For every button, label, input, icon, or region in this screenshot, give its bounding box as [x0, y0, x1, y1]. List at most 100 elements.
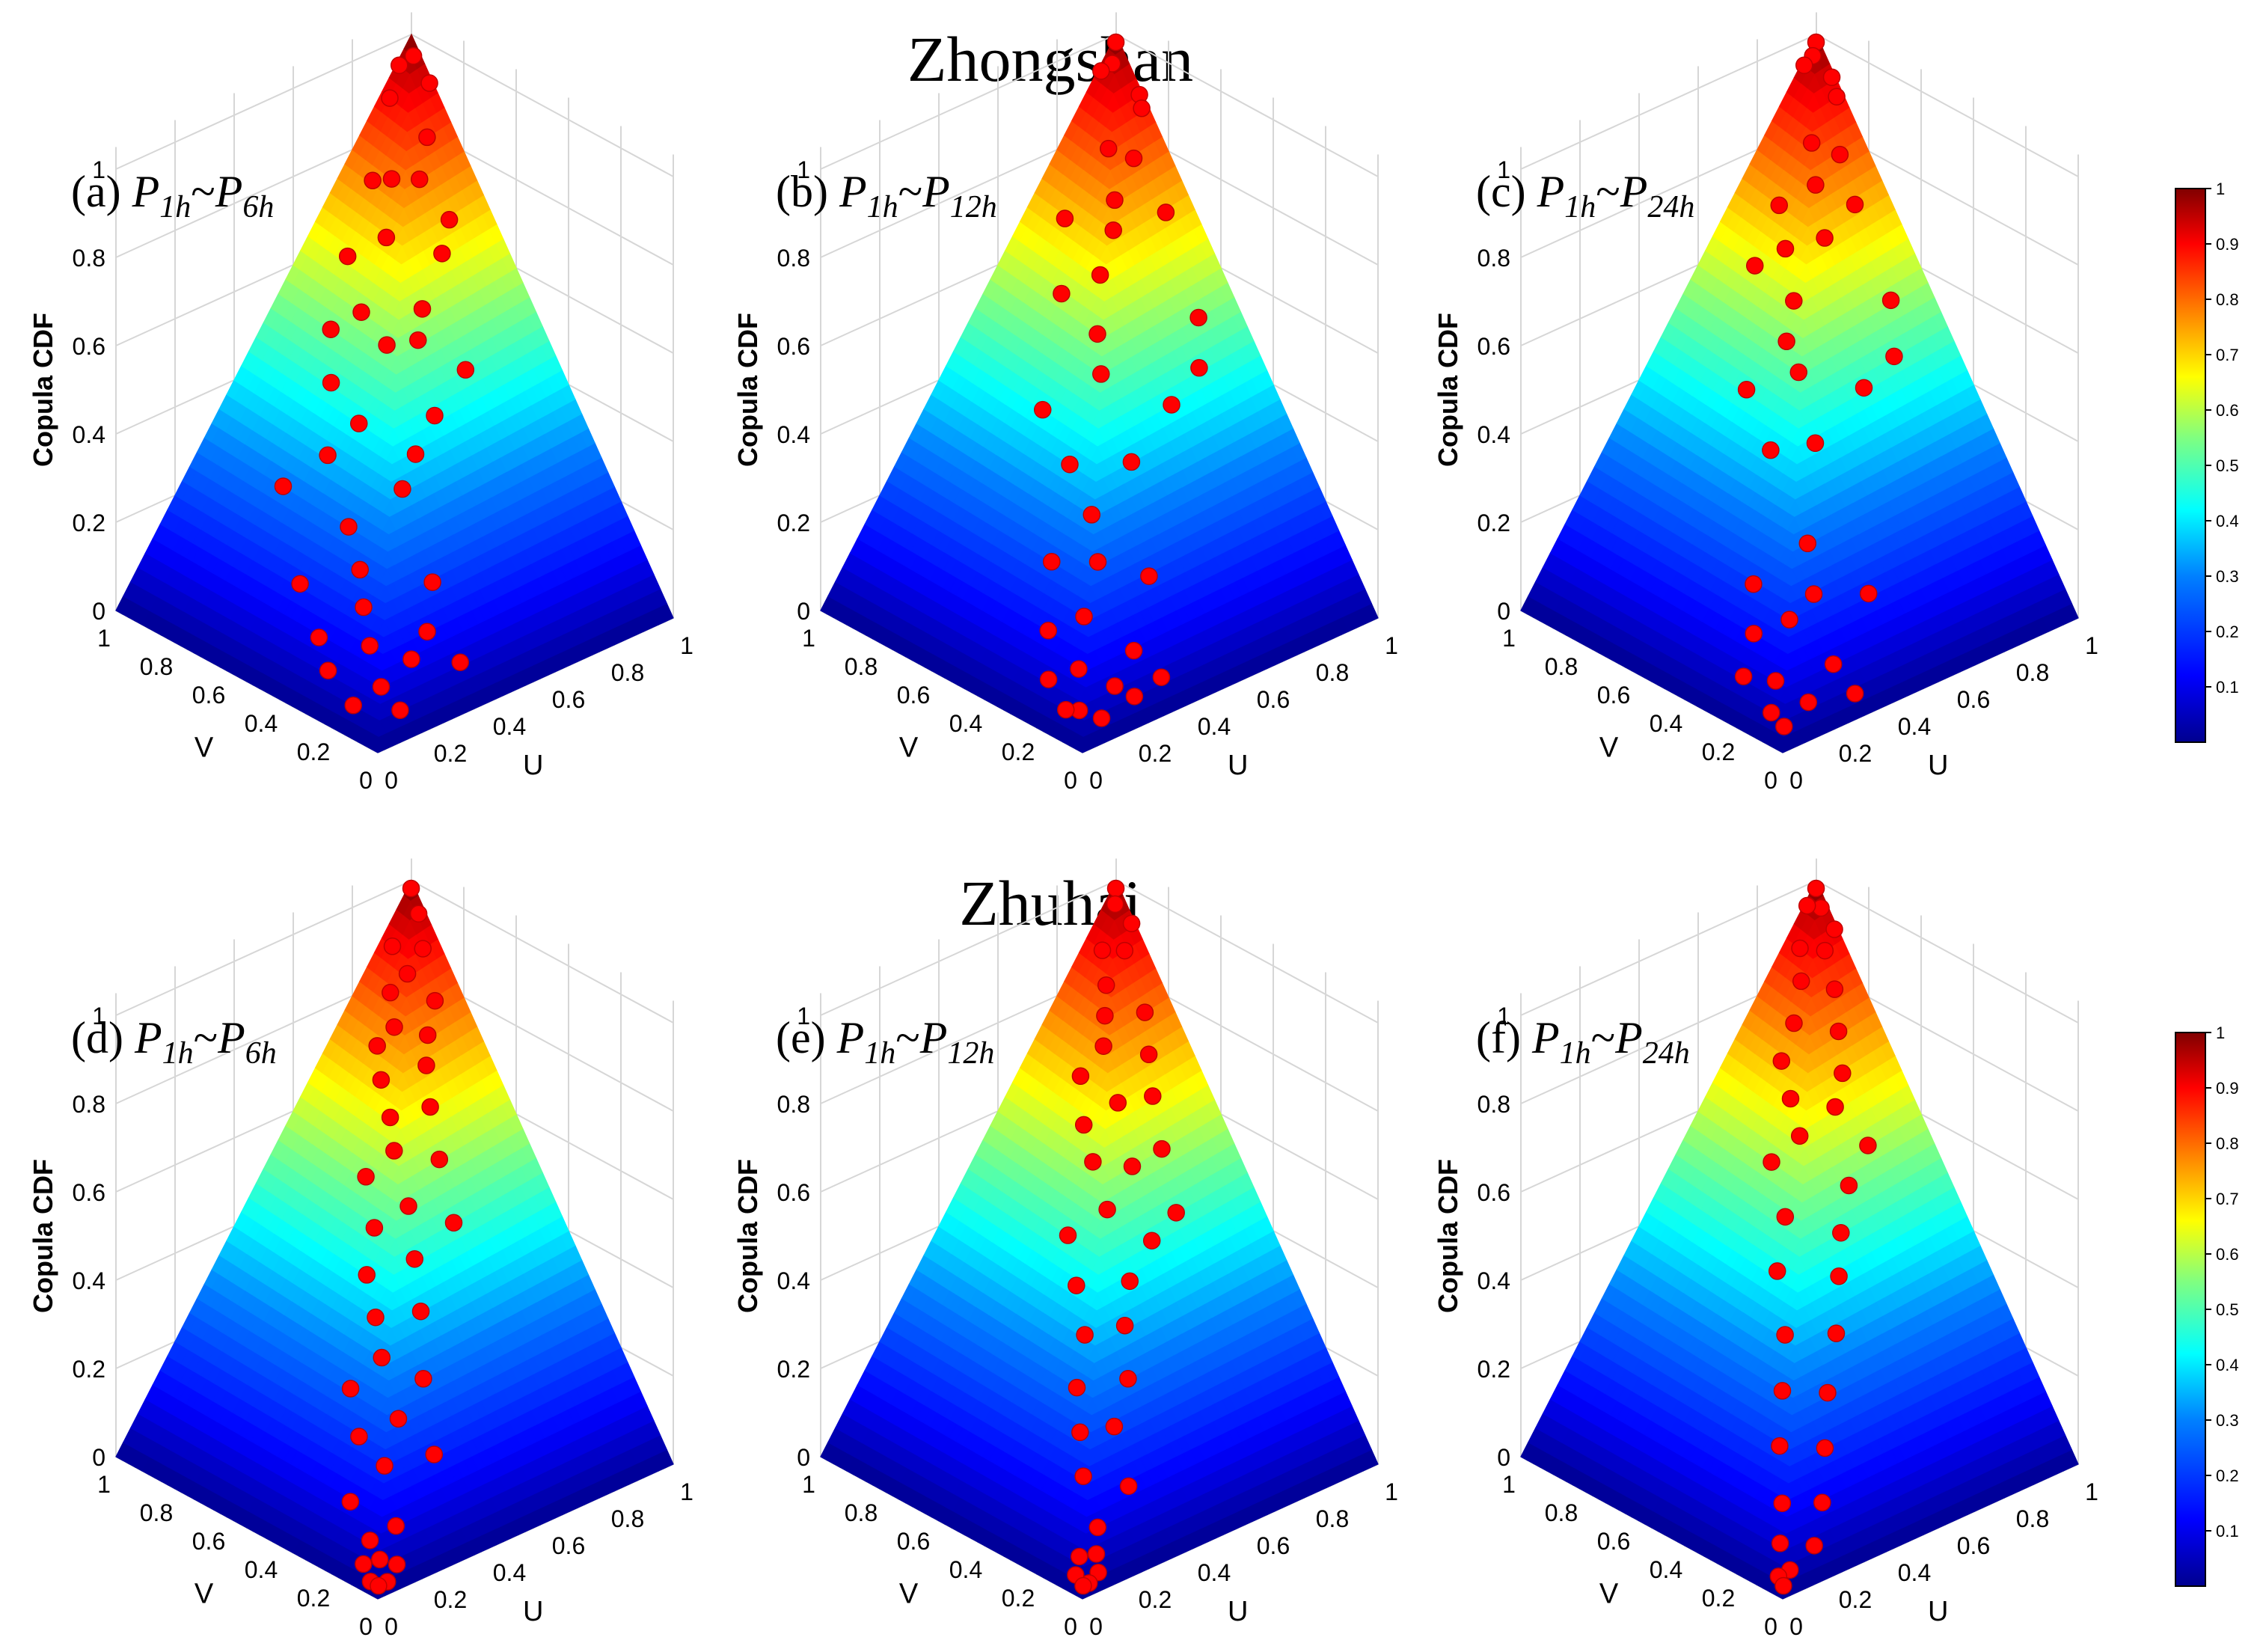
v-tick-label: 0.2 [297, 738, 330, 765]
data-point [1088, 553, 1107, 571]
data-point [1104, 221, 1122, 239]
z-axis-label: Copula CDF [732, 313, 763, 467]
data-point [1122, 453, 1141, 471]
data-point [411, 170, 429, 189]
u-tick-label: 0.8 [611, 659, 644, 686]
data-point [1092, 365, 1110, 383]
u-tick-label: 0.8 [1316, 659, 1349, 686]
z-tick-label: 0.6 [73, 333, 105, 360]
data-point [361, 637, 379, 655]
data-point [1039, 670, 1058, 688]
data-point [1070, 660, 1088, 678]
u-tick-label: 0.6 [552, 686, 585, 713]
data-point [322, 320, 340, 338]
v-tick-label: 0 [1064, 767, 1077, 794]
data-point [402, 650, 420, 668]
v-tick-label: 0.4 [949, 710, 982, 737]
data-point [1190, 358, 1208, 377]
data-point [351, 560, 369, 579]
data-point [382, 170, 401, 188]
data-point [426, 406, 444, 425]
data-point [1152, 668, 1171, 686]
data-point [1133, 100, 1151, 117]
z-tick-label: 0.2 [777, 510, 810, 536]
data-point [440, 210, 459, 229]
data-point [420, 74, 438, 92]
grid-line [115, 34, 412, 170]
data-point [1157, 204, 1175, 221]
data-point [274, 477, 293, 495]
data-point [1034, 400, 1052, 419]
z-tick-label: 0.6 [777, 333, 810, 360]
data-point [344, 697, 362, 715]
data-point [1106, 191, 1124, 209]
v-tick-label: 0.8 [140, 653, 173, 680]
data-point [394, 480, 411, 498]
data-point [418, 622, 436, 641]
z-tick-label: 0 [92, 598, 105, 625]
data-point [1053, 284, 1071, 303]
data-point [322, 373, 340, 392]
data-point [377, 228, 396, 247]
u-tick-label: 0.2 [1139, 740, 1172, 767]
data-point [310, 628, 328, 646]
copula-surface [820, 33, 1379, 753]
copula-surface [115, 33, 674, 753]
data-point [364, 171, 382, 190]
data-point [1075, 608, 1093, 625]
data-point [1082, 506, 1100, 524]
u-tick-label: 0.2 [434, 740, 467, 767]
panel-title: (b) P1h~P12h [776, 167, 997, 224]
data-point [1125, 688, 1144, 706]
u-axis-label: U [1228, 750, 1248, 781]
data-point [372, 678, 391, 696]
grid-line [411, 34, 674, 177]
data-point [1189, 308, 1207, 327]
data-point [409, 331, 427, 349]
data-point [404, 46, 423, 65]
data-point [319, 661, 337, 680]
u-tick-label: 0.4 [493, 713, 526, 740]
panels: 0 0.2 0.4 0.6 0.8 1 Copula CDF 0 0.2 0.4 0.6 0.8 1 U 0… [28, 12, 2098, 1640]
data-point [433, 245, 451, 263]
data-point [1124, 149, 1143, 168]
data-point [1056, 209, 1074, 227]
v-tick-label: 0.6 [192, 682, 225, 709]
data-point [423, 573, 441, 591]
data-point [413, 300, 432, 318]
data-point [1039, 622, 1057, 640]
data-point [406, 445, 425, 463]
u-axis-label: U [523, 750, 543, 781]
data-point [391, 56, 408, 74]
data-point [319, 446, 337, 465]
data-point [1088, 325, 1106, 343]
z-tick-label: 0.4 [777, 421, 810, 448]
v-tick-label: 0.6 [897, 682, 930, 709]
u-tick-label: 1 [680, 632, 693, 659]
u-tick-label: 1 [1385, 632, 1398, 659]
v-tick-label: 1 [97, 625, 111, 652]
data-point [1100, 139, 1118, 158]
data-point [352, 303, 370, 321]
data-point [1163, 396, 1181, 414]
data-point [1140, 567, 1158, 585]
u-tick-label: 0.4 [1198, 713, 1231, 740]
u-tick-label: 0 [385, 767, 398, 794]
data-point [391, 701, 409, 720]
z-tick-label: 0.8 [73, 245, 105, 272]
panel-title: (a) P1h~P6h [71, 167, 274, 224]
u-tick-label: 0.6 [1257, 686, 1290, 713]
z-tick-label: 0.4 [73, 421, 105, 448]
data-point [451, 653, 469, 671]
v-axis-label: V [195, 732, 214, 764]
data-point [1106, 33, 1125, 52]
z-tick-label: 0 [797, 598, 810, 625]
data-point [1106, 677, 1124, 695]
data-point [1124, 641, 1143, 660]
data-point [1057, 700, 1075, 719]
